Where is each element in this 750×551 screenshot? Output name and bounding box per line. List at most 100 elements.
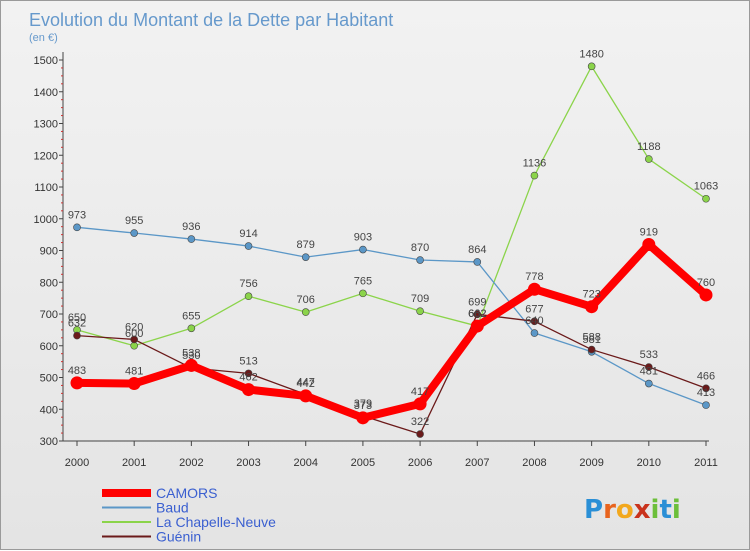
x-tick-label: 2001 bbox=[122, 457, 146, 469]
data-label: 650 bbox=[68, 312, 86, 324]
data-label: 760 bbox=[697, 277, 715, 289]
y-tick-label: 900 bbox=[40, 246, 58, 258]
data-point bbox=[242, 383, 256, 397]
data-point bbox=[530, 329, 539, 337]
logo-letter: P bbox=[584, 495, 603, 525]
data-label: 581 bbox=[582, 334, 600, 346]
data-label: 447 bbox=[297, 376, 315, 388]
legend-label: La Chapelle-Neuve bbox=[156, 514, 276, 530]
chart-subtitle: (en €) bbox=[29, 32, 58, 44]
data-label: 709 bbox=[411, 293, 429, 305]
data-label: 481 bbox=[125, 366, 143, 378]
data-label: 1136 bbox=[523, 158, 547, 170]
data-label: 723 bbox=[582, 289, 600, 301]
logo-letter: o bbox=[616, 495, 634, 525]
data-point bbox=[244, 292, 253, 301]
data-point bbox=[585, 300, 599, 314]
y-tick-label: 600 bbox=[40, 341, 58, 353]
data-point bbox=[530, 171, 539, 180]
data-point bbox=[359, 245, 367, 254]
data-point bbox=[473, 258, 482, 266]
x-tick-label: 2008 bbox=[522, 457, 546, 469]
y-tick-label: 1400 bbox=[34, 87, 58, 99]
x-tick-label: 2004 bbox=[293, 457, 317, 469]
data-label: 600 bbox=[125, 328, 143, 340]
x-tick-label: 2011 bbox=[694, 457, 718, 469]
data-point bbox=[299, 389, 313, 403]
data-point bbox=[699, 288, 713, 302]
legend-label: CAMORS bbox=[156, 485, 217, 501]
data-label: 533 bbox=[640, 349, 658, 361]
data-point bbox=[587, 345, 596, 354]
y-tick-label: 1500 bbox=[34, 55, 58, 67]
data-label: 588 bbox=[582, 332, 600, 344]
logo-letter: x bbox=[634, 495, 651, 525]
data-point bbox=[416, 256, 424, 264]
series-la-chapelle-neuve bbox=[73, 62, 710, 350]
data-label: 973 bbox=[68, 209, 86, 221]
data-label: 936 bbox=[182, 221, 200, 233]
data-point bbox=[645, 363, 653, 371]
data-point bbox=[244, 242, 253, 250]
data-point bbox=[359, 289, 367, 298]
data-point bbox=[702, 384, 710, 393]
y-tick-label: 500 bbox=[40, 373, 58, 385]
series-line bbox=[76, 65, 707, 347]
y-tick-label: 1200 bbox=[34, 150, 58, 162]
data-label: 513 bbox=[239, 355, 257, 367]
data-point bbox=[416, 307, 424, 315]
y-tick-label: 400 bbox=[40, 404, 58, 416]
series-gu-nin bbox=[73, 310, 710, 438]
data-point bbox=[470, 319, 484, 333]
data-point bbox=[702, 194, 710, 203]
data-label: 632 bbox=[68, 318, 86, 330]
data-label: 538 bbox=[182, 347, 200, 359]
x-tick-label: 2006 bbox=[408, 457, 432, 469]
data-point bbox=[645, 155, 653, 163]
data-label: 1480 bbox=[579, 48, 603, 60]
series-layer bbox=[70, 62, 713, 438]
data-label: 699 bbox=[468, 296, 486, 308]
data-label: 765 bbox=[354, 275, 372, 287]
data-label: 706 bbox=[297, 294, 315, 306]
logo-letter: r bbox=[603, 495, 616, 525]
x-tick-label: 2000 bbox=[65, 457, 89, 469]
data-label: 483 bbox=[68, 365, 86, 377]
data-point bbox=[187, 235, 196, 243]
y-tick-label: 1000 bbox=[34, 214, 58, 226]
series-baud bbox=[73, 223, 710, 409]
data-label: 640 bbox=[525, 315, 543, 327]
y-tick-label: 700 bbox=[40, 309, 58, 321]
data-label: 620 bbox=[125, 321, 143, 333]
x-tick-label: 2005 bbox=[351, 457, 375, 469]
data-point bbox=[473, 310, 482, 319]
data-label: 756 bbox=[239, 278, 257, 290]
proxiti-logo: Proxiti bbox=[584, 495, 681, 525]
data-label: 864 bbox=[468, 244, 486, 256]
data-point bbox=[702, 401, 710, 409]
data-point bbox=[416, 430, 424, 438]
data-label: 914 bbox=[239, 228, 257, 240]
data-point bbox=[73, 223, 81, 232]
data-label: 413 bbox=[697, 387, 715, 399]
data-label: 466 bbox=[697, 370, 715, 382]
data-point bbox=[587, 62, 596, 71]
series-line bbox=[76, 313, 707, 435]
data-point bbox=[244, 369, 253, 378]
data-point bbox=[184, 358, 198, 372]
data-label: 955 bbox=[125, 215, 143, 227]
data-label: 462 bbox=[239, 372, 257, 384]
x-tick-label: 2009 bbox=[579, 457, 603, 469]
data-point bbox=[413, 397, 427, 411]
x-tick-label: 2003 bbox=[236, 457, 260, 469]
logo-letter: i bbox=[672, 495, 681, 525]
series-camors bbox=[70, 237, 713, 425]
data-label: 1188 bbox=[637, 141, 661, 153]
data-label: 322 bbox=[411, 416, 429, 428]
data-label: 481 bbox=[640, 366, 658, 378]
data-label: 778 bbox=[525, 271, 543, 283]
data-point bbox=[127, 377, 141, 391]
